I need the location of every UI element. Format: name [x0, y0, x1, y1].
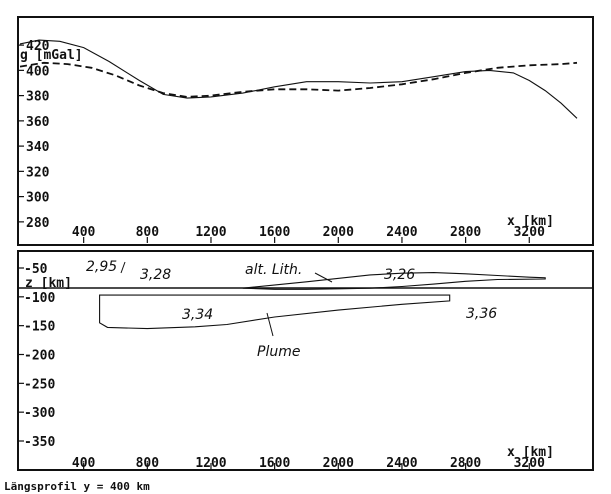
bottom-y-tick-label: -50	[24, 262, 48, 277]
top-x-tick-label: 1200	[195, 225, 226, 240]
top-x-axis-label: x [km]	[507, 214, 554, 229]
leader-plume	[266, 312, 274, 337]
bottom-y-tick-label: -150	[24, 320, 55, 335]
bottom-x-tick-label: 2400	[386, 456, 417, 471]
top-x-tick-label: 3200	[514, 225, 545, 240]
top-x-tick-label: 2400	[386, 225, 417, 240]
bottom-x-tick-label: 3200	[514, 456, 545, 471]
lithosphere-body	[242, 272, 546, 290]
top-x-tick-label: 800	[136, 225, 160, 240]
bottom-x-tick-label: 1600	[259, 456, 290, 471]
top-y-axis-label: g [mGal]	[20, 48, 83, 63]
dashed-series-line	[19, 61, 578, 98]
top-x-tick-label: 1600	[259, 225, 290, 240]
plume-body	[99, 294, 451, 330]
top-y-tick-label: 280	[26, 216, 50, 231]
region-label-3-36: 3,36	[466, 306, 497, 322]
solid-series-line	[19, 39, 578, 119]
bottom-x-tick-label: 2000	[323, 456, 354, 471]
bottom-x-tick-label: 2800	[450, 456, 481, 471]
figure-caption: Längsprofil y = 400 km	[4, 480, 150, 493]
top-series-group	[19, 39, 578, 119]
top-y-tick-label: 340	[26, 140, 50, 155]
bottom-x-axis-label: x [km]	[507, 445, 554, 460]
bottom-y-tick-label: -250	[24, 377, 55, 392]
top-y-tick-label: 400	[26, 64, 50, 79]
top-y-tick-label: 420	[26, 39, 50, 54]
bottom-y-tick-label: -300	[24, 406, 55, 421]
bottom-shapes-group	[99, 272, 546, 330]
bottom-x-tick-label: 800	[136, 456, 160, 471]
region-label-3-26: 3,26	[384, 267, 415, 283]
top-y-tick-label: 380	[26, 90, 50, 105]
bottom-ticks: 400 800 1200 1600 2000 2400 2800 3200 -50 -100 -15…	[18, 262, 545, 471]
bottom-x-tick-label: 1200	[195, 456, 226, 471]
region-label-3-34: 3,34	[182, 307, 213, 323]
bottom-y-tick-label: -200	[24, 349, 55, 364]
top-x-tick-label: 400	[72, 225, 96, 240]
region-label-2-95: 2,95	[86, 259, 117, 275]
region-label-alt-lith: alt. Lith.	[245, 262, 302, 278]
region-label-plume: Plume	[257, 344, 300, 360]
top-x-tick-label: 2800	[450, 225, 481, 240]
bottom-panel-frame	[17, 250, 594, 471]
top-panel-frame	[17, 16, 594, 246]
top-x-tick-label: 2000	[323, 225, 354, 240]
bottom-x-tick-label: 400	[72, 456, 96, 471]
top-ticks: 400 800 1200 1600 2000 2400 2800 3200 420 400 380 3…	[18, 39, 545, 243]
bottom-y-tick-label: -350	[24, 435, 55, 450]
leader-2-95	[120, 261, 126, 274]
top-y-tick-label: 320	[26, 165, 50, 180]
region-label-3-28: 3,28	[140, 267, 171, 283]
leader-alt-lith	[314, 272, 333, 283]
bottom-y-axis-label: z [km]	[25, 276, 72, 291]
top-y-tick-label: 360	[26, 115, 50, 130]
top-y-tick-label: 300	[26, 191, 50, 206]
bottom-y-tick-label: -100	[24, 291, 55, 306]
